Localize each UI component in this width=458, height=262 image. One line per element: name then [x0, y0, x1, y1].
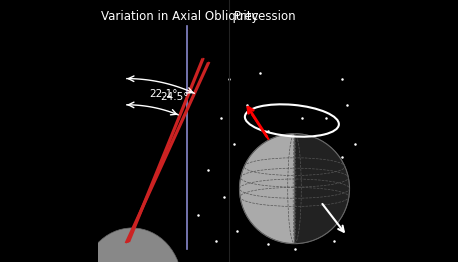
- Text: Variation in Axial Obliquity: Variation in Axial Obliquity: [101, 10, 258, 24]
- Text: Precession: Precession: [234, 10, 297, 24]
- Text: 24.5°: 24.5°: [160, 92, 189, 102]
- Wedge shape: [294, 134, 349, 244]
- Ellipse shape: [82, 228, 182, 262]
- Text: 22.1°: 22.1°: [150, 89, 178, 99]
- Wedge shape: [240, 134, 294, 244]
